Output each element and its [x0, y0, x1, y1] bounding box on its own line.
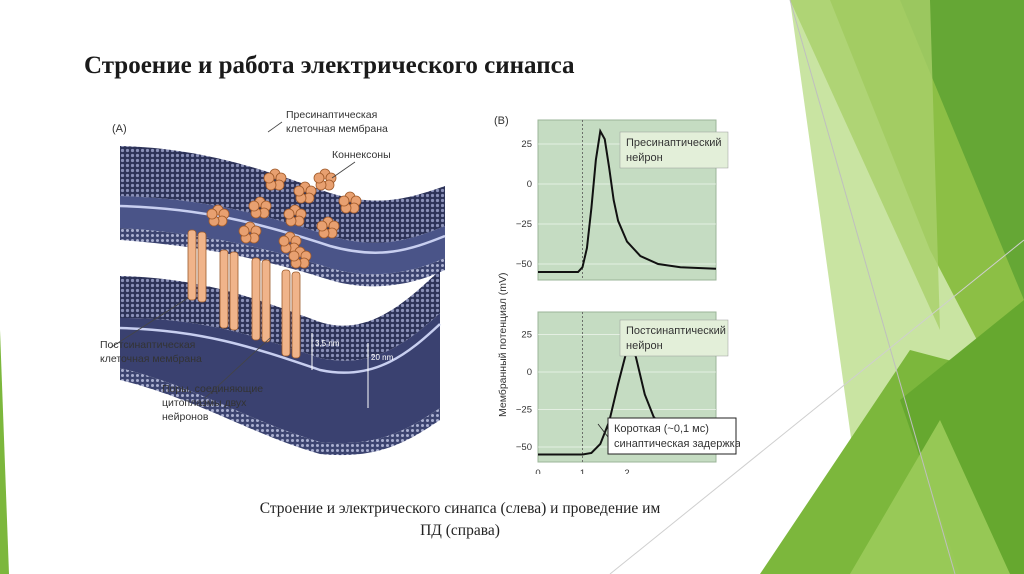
y-tick-label: 0 [527, 367, 532, 378]
y-tick-label: −50 [516, 259, 532, 270]
y-tick-label: −25 [516, 405, 532, 416]
membrane-trace-1 [538, 128, 717, 273]
connexon-rosettes [206, 168, 362, 269]
dimension-3-5nm: 3,5 nm [315, 339, 340, 348]
presynaptic-label-2: клеточная мембрана [286, 123, 388, 135]
y-axis-label: Мембранный потенциал (mV) [497, 272, 509, 417]
trace-title-line-1: Пресинаптический [626, 137, 722, 149]
y-tick-label: −50 [516, 442, 532, 453]
caption-line-1: Строение и электрического синапса (слева… [259, 500, 661, 517]
x-tick-label: 2 [624, 468, 629, 474]
presynaptic-label-1: Пресинаптическая [286, 109, 377, 121]
membrane-potential-panel: (B) Мембранный потенциал (mV) 25 0 −25 −50 П… [494, 115, 740, 474]
connexon-channels [187, 229, 301, 359]
pores-label-1: Поры, соединяющие [162, 383, 263, 395]
x-tick-label: 0 [535, 468, 540, 474]
presynaptic-membrane [120, 146, 445, 243]
dimension-20nm: 20 nm [371, 353, 394, 362]
slide-title: Строение и работа электрического синапса [84, 52, 575, 79]
delay-label-1: Короткая (~0,1 мс) [614, 423, 709, 435]
delay-box [607, 417, 737, 455]
panel-b-label: (B) [494, 115, 509, 127]
trace-title-box-1 [619, 131, 729, 169]
y-tick-label: 25 [521, 139, 532, 150]
y-tick-label: 25 [521, 330, 532, 341]
trace-title-line-1: Постсинаптический [626, 325, 726, 337]
synapse-illustration: (A) [100, 109, 446, 456]
connexons-label: Коннексоны [332, 149, 391, 161]
panel-a-label: (A) [112, 123, 127, 135]
delay-label-2: синаптическая задержка [614, 438, 740, 450]
pores-label-3: нейронов [162, 411, 209, 423]
y-tick-label: −25 [516, 219, 532, 230]
postsynaptic-label-2: клеточная мембрана [100, 353, 202, 365]
trace-title-line-2: нейрон [626, 152, 663, 164]
pores-label-2: цитоплазмы двух [162, 397, 247, 409]
postsynaptic-label-1: Постсинаптическая [100, 339, 195, 351]
trace-title-line-2: нейрон [626, 340, 663, 352]
x-tick-label: 1 [580, 468, 585, 474]
caption-line-2: ПД (справа) [420, 522, 500, 539]
y-tick-label: 0 [527, 179, 532, 190]
delay-pointer [597, 423, 609, 438]
slide-caption: Строение и электрического синапса (слева… [190, 498, 730, 542]
trace-title-box-2 [619, 319, 729, 357]
